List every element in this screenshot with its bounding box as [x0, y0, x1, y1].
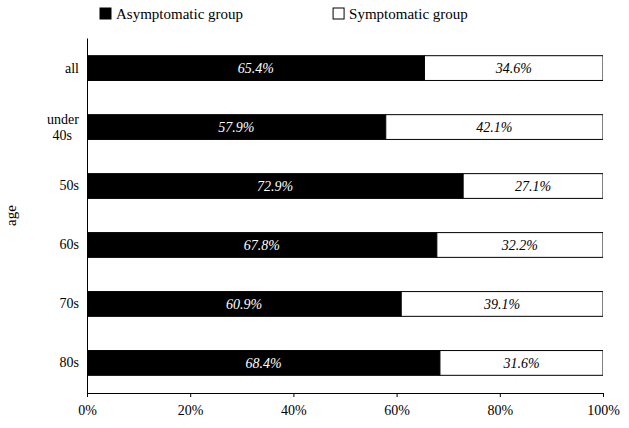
data-label: 27.1% [515, 179, 551, 194]
data-label: 60.9% [226, 297, 262, 312]
legend-item: Symptomatic group [333, 6, 468, 22]
y-tick-label: all [65, 61, 79, 76]
x-tick-mark [397, 393, 398, 397]
legend-item: Asymptomatic group [100, 6, 243, 22]
bar-segment [440, 351, 603, 376]
y-tick: 80s [60, 355, 79, 370]
y-tick: 60s [60, 237, 79, 252]
bar-segment [424, 56, 603, 81]
data-label: 31.6% [502, 356, 539, 371]
data-label: 68.4% [245, 356, 281, 371]
legend-swatch [333, 8, 344, 19]
y-tick-label: 50s [60, 178, 79, 193]
x-tick: 40% [281, 393, 307, 418]
y-axis-title: age [3, 205, 19, 226]
x-tick-mark [500, 393, 501, 397]
x-tick-label: 100% [587, 403, 620, 418]
bar-segment [437, 233, 603, 258]
bars [87, 56, 603, 376]
x-tick-label: 40% [281, 403, 307, 418]
x-tick: 60% [384, 393, 410, 418]
x-tick-mark [190, 393, 191, 397]
x-axis: 0% 20% 40% 60% 80% 100% [78, 393, 620, 418]
y-tick: 70s [60, 296, 79, 311]
y-tick-label: 60s [60, 237, 79, 252]
data-label: 72.9% [257, 179, 293, 194]
x-tick: 0% [78, 393, 97, 418]
x-tick-label: 60% [384, 403, 410, 418]
y-tick: under40s [47, 112, 79, 142]
x-tick-mark [603, 393, 604, 397]
bar-segment [401, 292, 603, 317]
y-tick-label: 80s [60, 355, 79, 370]
x-tick: 100% [587, 393, 620, 418]
legend-swatch [100, 8, 111, 19]
x-tick: 20% [178, 393, 204, 418]
data-label: 34.6% [495, 61, 532, 76]
x-tick-label: 20% [178, 403, 204, 418]
chart: 65.4% 57.9% 72.9% 67.8% 60.9% 68.4% 34.6% 42.1%… [0, 0, 629, 428]
bar-segment [87, 174, 463, 199]
y-tick-label: under40s [47, 112, 79, 142]
bar-segment [463, 174, 603, 199]
legend-label: Asymptomatic group [116, 6, 243, 22]
bar-segment [87, 115, 386, 140]
data-label: 57.9% [218, 120, 254, 135]
bar-segment [386, 115, 603, 140]
data-label: 67.8% [244, 238, 280, 253]
data-label: 32.2% [501, 238, 538, 253]
x-tick-mark [87, 393, 88, 397]
x-tick-label: 80% [487, 403, 513, 418]
bar-segment [87, 292, 401, 317]
x-tick-label: 0% [78, 403, 97, 418]
data-label: 39.1% [483, 297, 520, 312]
legend: Asymptomatic group Symptomatic group [100, 6, 468, 22]
x-tick-mark [293, 393, 294, 397]
y-tick-label: 70s [60, 296, 79, 311]
bar-segment [87, 233, 437, 258]
data-label: 42.1% [476, 120, 512, 135]
data-labels: 65.4% 57.9% 72.9% 67.8% 60.9% 68.4% 34.6% 42.1%… [218, 61, 551, 371]
legend-label: Symptomatic group [349, 6, 468, 22]
y-tick: 50s [60, 178, 79, 193]
y-tick: all [65, 61, 79, 76]
x-axis-line [88, 393, 604, 394]
bar-segment [87, 56, 424, 81]
data-label: 65.4% [238, 61, 274, 76]
y-axis: all under40s 50s 60s 70s 80s [47, 39, 87, 394]
y-axis-line [87, 39, 88, 394]
bar-segment [87, 351, 440, 376]
x-tick: 80% [487, 393, 513, 418]
